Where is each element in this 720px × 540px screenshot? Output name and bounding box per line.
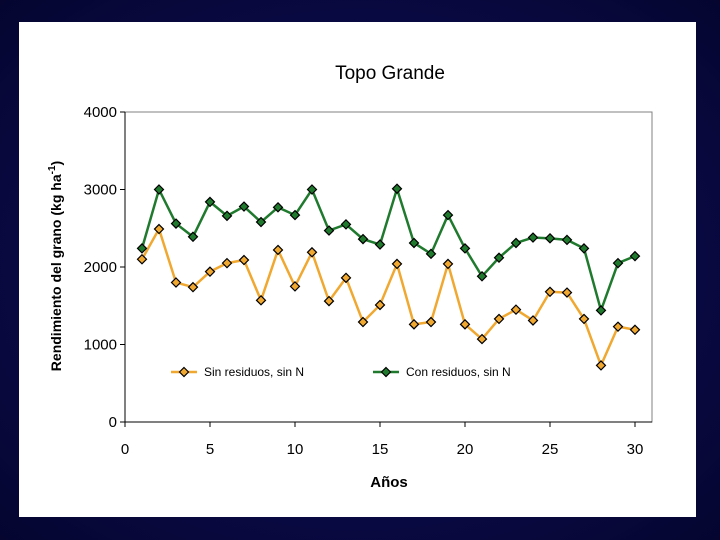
legend-label: Con residuos, sin N (406, 365, 511, 379)
data-point (306, 246, 318, 258)
legend-item: Con residuos, sin N (373, 365, 511, 379)
series-1 (136, 223, 641, 371)
series-2 (136, 183, 641, 316)
data-point (153, 184, 165, 195)
data-point (255, 216, 267, 228)
y-axis-label-sup: -1 (47, 165, 58, 174)
data-point (629, 324, 641, 336)
data-point (136, 243, 148, 254)
data-point (323, 295, 335, 307)
y-tick-label: 1000 (84, 337, 117, 354)
x-tick-label: 25 (542, 441, 559, 458)
data-point (340, 272, 352, 284)
y-tick-label: 3000 (84, 182, 117, 199)
data-point (442, 258, 454, 270)
data-point (527, 232, 539, 243)
data-point (425, 248, 437, 260)
data-point (493, 313, 505, 325)
data-point (153, 223, 165, 235)
data-point (561, 287, 573, 298)
data-point (595, 305, 607, 316)
svg-text:Rendimiento del grano (kg ha-1: Rendimiento del grano (kg ha-1) (47, 161, 64, 371)
data-point (187, 281, 199, 293)
data-point (510, 237, 522, 249)
data-point (391, 258, 403, 270)
data-point (612, 321, 624, 333)
data-point (238, 201, 250, 212)
data-point (510, 304, 522, 315)
data-point (170, 218, 182, 229)
data-point (187, 231, 199, 243)
x-tick-label: 5 (206, 441, 214, 458)
data-point (357, 233, 369, 245)
x-tick-label: 10 (287, 441, 304, 458)
data-point (323, 225, 335, 236)
data-point (374, 299, 386, 311)
data-point (544, 286, 556, 298)
data-point (221, 257, 233, 269)
data-point (255, 294, 267, 306)
data-point (578, 313, 590, 325)
data-point (289, 281, 301, 292)
axes: 0 1000 2000 3000 4000 0 5 10 15 20 25 30 (84, 104, 652, 458)
x-tick-label: 30 (627, 441, 644, 458)
data-point (476, 333, 488, 345)
data-point (204, 266, 216, 277)
data-point (459, 243, 471, 254)
data-point (493, 252, 505, 264)
data-point (476, 270, 488, 282)
y-tick-label: 0 (109, 414, 117, 431)
x-tick-label: 15 (372, 441, 389, 458)
line-chart: Topo Grande Rendimiento del grano (kg ha… (47, 63, 653, 491)
data-point (612, 257, 624, 269)
data-point (595, 360, 607, 371)
legend: Sin residuos, sin N Con residuos, sin N (171, 365, 511, 379)
data-point (170, 277, 182, 288)
x-tick-label: 20 (457, 441, 474, 458)
data-point (391, 183, 403, 195)
y-tick-label: 2000 (84, 259, 117, 276)
series-layer (136, 183, 641, 371)
data-point (204, 196, 216, 208)
data-point (340, 219, 352, 230)
data-point (544, 232, 556, 244)
y-axis-label-main: Rendimiento del grano (kg ha (48, 174, 64, 371)
y-axis-label: Rendimiento del grano (kg ha-1) (47, 161, 64, 371)
data-point (272, 201, 284, 213)
data-point (527, 315, 539, 326)
legend-item: Sin residuos, sin N (171, 365, 304, 379)
data-point (374, 239, 386, 250)
data-point (136, 253, 148, 265)
data-point (221, 210, 233, 222)
data-point (306, 184, 318, 195)
legend-marker (178, 366, 190, 378)
data-point (238, 254, 250, 266)
y-axis-label-end: ) (48, 161, 64, 166)
chart-panel: Topo Grande Rendimiento del grano (kg ha… (19, 22, 696, 517)
data-point (408, 319, 420, 330)
data-point (289, 209, 301, 221)
x-tick-label: 0 (121, 441, 129, 458)
y-tick-label: 4000 (84, 104, 117, 121)
chart-title: Topo Grande (335, 63, 445, 84)
data-point (629, 250, 641, 262)
data-point (408, 237, 420, 249)
data-point (357, 316, 369, 328)
legend-marker (380, 366, 392, 378)
data-point (578, 243, 590, 254)
data-point (272, 244, 284, 256)
legend-label: Sin residuos, sin N (204, 365, 304, 379)
data-point (442, 209, 454, 221)
x-axis-label: Años (370, 474, 408, 491)
data-point (459, 319, 471, 330)
data-point (425, 316, 437, 328)
data-point (561, 234, 573, 246)
